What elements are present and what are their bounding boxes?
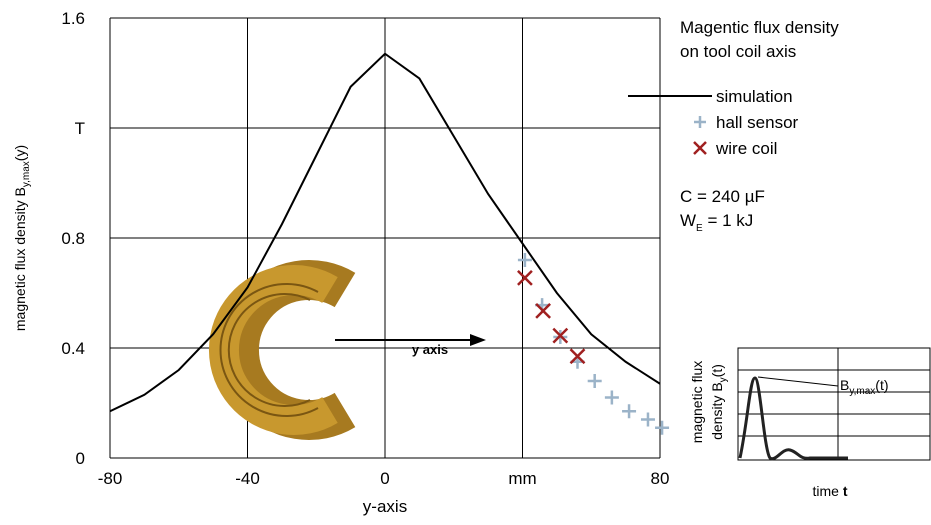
legend-label: wire coil — [715, 139, 777, 158]
coil — [227, 293, 311, 407]
y-label: magnetic flux density By,max(y) — [12, 145, 32, 331]
inset-curve — [738, 376, 848, 461]
annotation: C = 240 µF — [680, 187, 765, 206]
x-tick-label: -80 — [98, 469, 123, 488]
y-tick-label: 0.8 — [61, 229, 85, 248]
marker — [552, 327, 569, 344]
y-tick-label: 0 — [76, 449, 85, 468]
ann-sub: E — [696, 223, 703, 234]
inset-frame — [737, 347, 931, 461]
t: y,max — [849, 386, 875, 397]
inset-y-label: magnetic flux — [689, 361, 705, 443]
plot: simulation hall sensor wire coil — [109, 52, 799, 435]
t: (t) — [709, 364, 725, 377]
annotation: WE = 1 kJ — [680, 211, 753, 234]
t: t — [843, 483, 848, 499]
t: density B — [709, 382, 725, 440]
t: B — [840, 377, 849, 393]
y-tick-label: T — [75, 119, 85, 138]
coil — [209, 265, 338, 435]
inset-pointer — [757, 376, 839, 387]
coil-image: y axis — [209, 260, 486, 440]
x-tick-label: -40 — [235, 469, 260, 488]
inset-x-label: time t — [812, 483, 847, 499]
marker — [535, 302, 552, 319]
axes: 0 0.4 0.8 T 1.6 -80 -40 0 mm 80 — [61, 9, 669, 488]
ann-end: = 1 kJ — [703, 211, 754, 230]
inset: By,max(t) magnetic flux density By(t) ti… — [689, 347, 931, 499]
title: on tool coil axis — [680, 42, 796, 61]
title: Magentic flux density — [680, 18, 839, 37]
series-line — [109, 52, 661, 413]
marker — [604, 390, 619, 405]
x-tick-label: mm — [508, 469, 536, 488]
marker — [517, 253, 532, 267]
y-label-end: (y) — [12, 145, 28, 161]
marker — [622, 404, 637, 419]
inset-peak-label: By,max(t) — [840, 377, 889, 397]
legend-label: hall sensor — [716, 113, 799, 132]
y-label-sub: y,max — [21, 161, 32, 187]
y-tick-label: 1.6 — [61, 9, 85, 28]
x-label: y-axis — [363, 497, 407, 516]
arrow-head — [470, 334, 486, 346]
t: time — [812, 483, 842, 499]
x-tick-label: 80 — [651, 469, 670, 488]
marker — [569, 348, 586, 365]
ann-text: W — [680, 211, 696, 230]
t: (t) — [875, 377, 888, 393]
legend-marker — [694, 116, 706, 128]
marker — [587, 374, 602, 388]
legend-label: simulation — [716, 87, 793, 106]
marker — [655, 420, 670, 435]
marker — [640, 412, 655, 427]
legend-marker — [693, 141, 707, 155]
marker — [517, 269, 533, 286]
inset-y-label: density By(t) — [709, 364, 729, 440]
x-tick-label: 0 — [380, 469, 389, 488]
arrow-label: y axis — [412, 342, 448, 357]
coil — [219, 283, 319, 417]
y-tick-label: 0.4 — [61, 339, 85, 358]
y-label-text: magnetic flux density B — [12, 187, 28, 331]
t: y — [718, 377, 729, 382]
